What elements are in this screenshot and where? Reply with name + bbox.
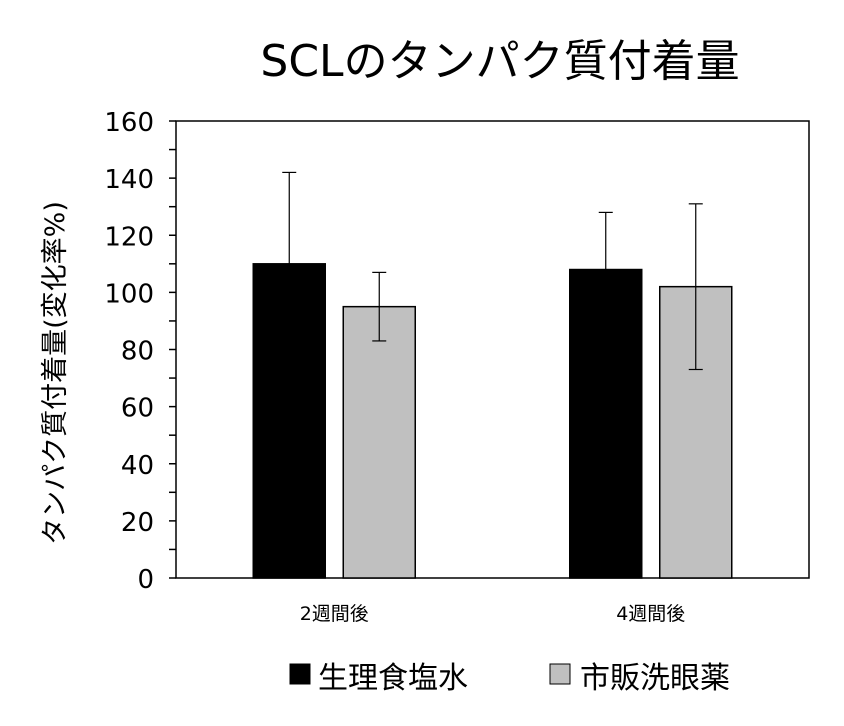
bar-eyewash-1 — [342, 305, 416, 579]
y-tick-label: 40 — [121, 451, 154, 481]
y-tick-label: 60 — [121, 394, 154, 424]
legend-swatch-saline — [289, 663, 311, 685]
legend-swatch-eyewash — [549, 663, 571, 685]
chart-title: SCLのタンパク質付着量 — [260, 36, 739, 87]
y-tick-label: 0 — [137, 565, 154, 595]
y-tick-label: 160 — [104, 108, 154, 138]
legend-label-saline: 生理食塩水 — [318, 661, 468, 696]
x-category-label: 4週間後 — [616, 603, 685, 625]
y-tick-label: 100 — [104, 279, 154, 309]
legend-label-eyewash: 市販洗眼薬 — [580, 661, 730, 696]
y-tick-label: 80 — [121, 337, 154, 367]
y-axis-label: タンパク質付着量(変化率%) — [40, 201, 71, 545]
legend: 生理食塩水 市販洗眼薬 — [289, 661, 730, 696]
y-tick-label: 140 — [104, 165, 154, 195]
y-tick-label: 20 — [121, 508, 154, 538]
y-tick-label: 120 — [104, 222, 154, 252]
x-category-label: 2週間後 — [300, 603, 369, 625]
